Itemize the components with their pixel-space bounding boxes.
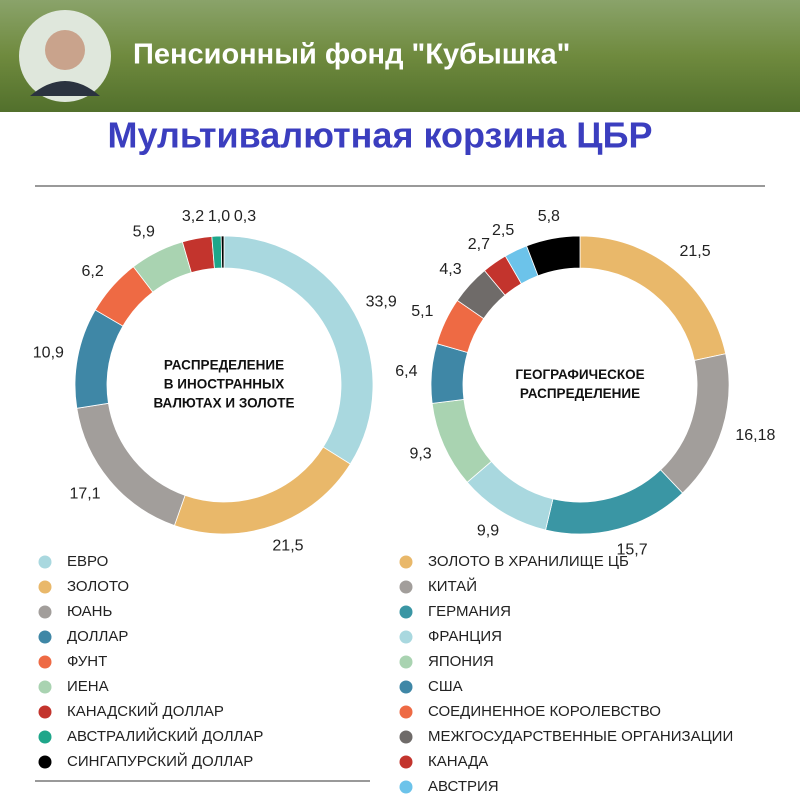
value-label: 0,3: [234, 208, 256, 225]
value-label: 5,1: [411, 303, 433, 320]
legend-swatch: [38, 705, 52, 719]
legend-label: КАНАДСКИЙ ДОЛЛАР: [67, 702, 224, 720]
donut-slice: [223, 235, 374, 465]
value-label: 5,8: [538, 208, 560, 225]
legend-swatch: [38, 655, 52, 669]
legend-swatch: [399, 755, 413, 769]
title: Мультивалютная корзина ЦБР: [108, 115, 653, 156]
legend-label: ФУНТ: [67, 653, 107, 670]
value-label: 16,18: [735, 427, 775, 444]
value-label: 2,7: [468, 236, 490, 253]
legend-label: ФРАНЦИЯ: [428, 628, 502, 645]
value-label: 4,3: [439, 261, 461, 278]
donut-slice: [74, 309, 124, 409]
legend-label: США: [428, 678, 463, 695]
legend-label: МЕЖГОСУДАРСТВЕННЫЕ ОРГАНИЗАЦИИ: [428, 728, 733, 745]
center-label: РАСПРЕДЕЛЕНИЕ: [520, 386, 640, 401]
value-label: 9,3: [409, 446, 431, 463]
legend-swatch: [399, 580, 413, 594]
center-label: В ИНОСТРАННЫХ: [164, 377, 284, 392]
value-label: 2,5: [492, 222, 514, 239]
center-label: ВАЛЮТАХ И ЗОЛОТЕ: [153, 396, 294, 411]
legend-label: СОЕДИНЕННОЕ КОРОЛЕВСТВО: [428, 703, 661, 720]
legend-swatch: [38, 630, 52, 644]
legend-label: ЮАНЬ: [67, 603, 112, 620]
value-label: 33,9: [366, 293, 397, 310]
value-label: 10,9: [33, 345, 64, 362]
legend-label: ЗОЛОТО В ХРАНИЛИЩЕ ЦБ: [428, 553, 629, 570]
legend-label: КАНАДА: [428, 753, 488, 770]
legend-swatch: [399, 555, 413, 569]
donut-slice: [545, 469, 684, 535]
value-label: 9,9: [477, 522, 499, 539]
value-label: 5,9: [133, 224, 155, 241]
avatar-face: [45, 30, 85, 70]
donut-slice: [659, 353, 730, 494]
legend-swatch: [399, 680, 413, 694]
donut-slice: [430, 343, 469, 404]
center-label: РАСПРЕДЕЛЕНИЕ: [164, 358, 284, 373]
value-label: 6,4: [395, 363, 417, 380]
legend-swatch: [399, 630, 413, 644]
header-background: [0, 0, 800, 112]
legend-swatch: [399, 655, 413, 669]
value-label: 6,2: [81, 263, 103, 280]
legend-swatch: [38, 730, 52, 744]
legend-label: ЯПОНИЯ: [428, 653, 494, 670]
legend-label: АВСТРАЛИЙСКИЙ ДОЛЛАР: [67, 727, 263, 745]
legend-label: ЕВРО: [67, 553, 108, 570]
donut-slice: [76, 402, 186, 527]
legend-label: СИНГАПУРСКИЙ ДОЛЛАР: [67, 752, 253, 770]
legend-swatch: [38, 555, 52, 569]
legend-swatch: [38, 605, 52, 619]
legend-swatch: [399, 605, 413, 619]
legend-swatch: [399, 705, 413, 719]
legend-swatch: [38, 680, 52, 694]
legend-label: ГЕРМАНИЯ: [428, 603, 511, 620]
legend-swatch: [38, 755, 52, 769]
value-label: 15,7: [616, 541, 647, 558]
donut-slice: [220, 235, 225, 269]
value-label: 17,1: [69, 486, 100, 503]
donut-slice: [526, 235, 581, 277]
value-label: 21,5: [679, 243, 710, 260]
legend-swatch: [399, 780, 413, 794]
center-label: ГЕОГРАФИЧЕСКОЕ: [515, 367, 644, 382]
value-label: 1,0: [208, 208, 230, 225]
legend-label: ИЕНА: [67, 678, 109, 695]
avatar-body: [30, 81, 100, 96]
legend-label: АВСТРИЯ: [428, 778, 499, 795]
legend-label: КИТАЙ: [428, 577, 477, 595]
header-title: Пенсионный фонд "Кубышка": [133, 39, 570, 71]
legend-label: ЗОЛОТО: [67, 578, 129, 595]
legend-swatch: [399, 730, 413, 744]
legend-swatch: [38, 580, 52, 594]
value-label: 3,2: [182, 208, 204, 225]
value-label: 21,5: [272, 538, 303, 555]
donut-slice: [173, 446, 351, 535]
legend-label: ДОЛЛАР: [67, 628, 128, 645]
